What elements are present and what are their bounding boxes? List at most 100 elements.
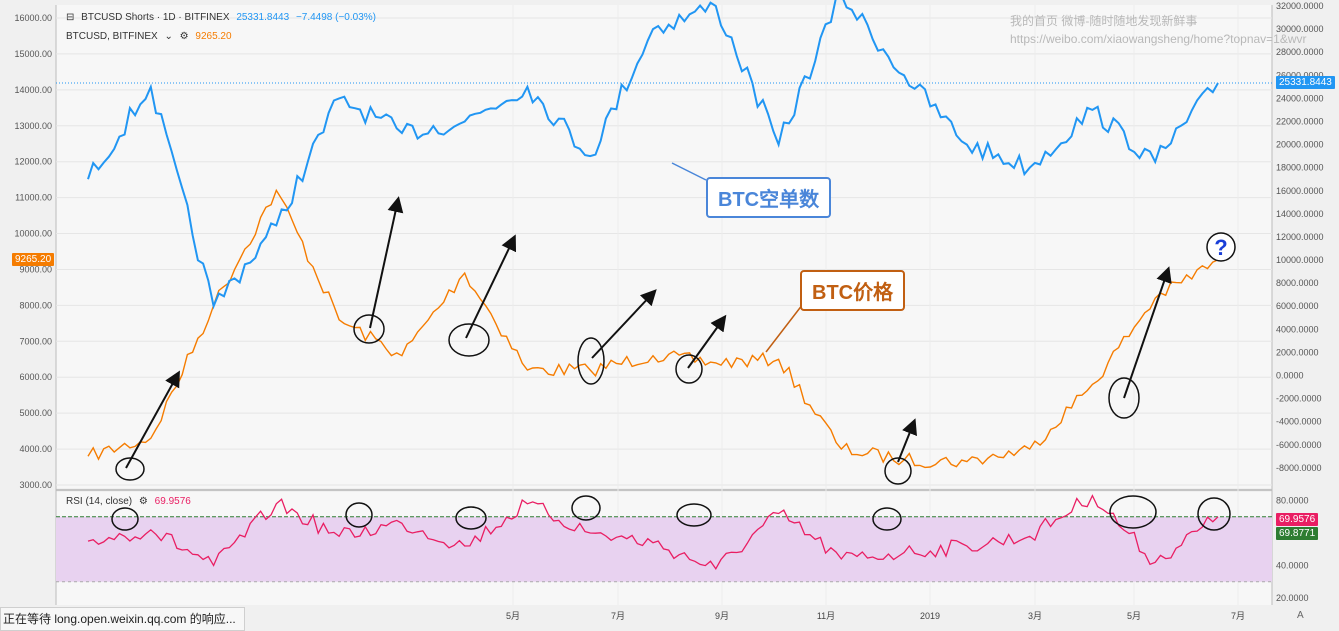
rsi-legend[interactable]: RSI (14, close) ⚙ 69.9576 [66,496,195,507]
left-tick-label: 15000.00 [14,49,52,59]
left-tick-label: 11000.00 [15,193,52,203]
left-tick-label: 4000.00 [19,444,52,454]
right-tick-label: 4000.0000 [1276,324,1319,334]
rsi-annotation-circle [111,507,139,531]
price-series-line [87,188,1219,469]
annotation-circle [884,457,912,485]
left-tick-label: 13000.00 [14,121,52,131]
right-tick-label: 6000.0000 [1276,301,1319,311]
x-tick-label: 7月 [611,611,625,621]
left-tick-label: 3000.00 [19,480,52,490]
right-tick-label: 2000.0000 [1276,347,1319,357]
symbol-title: BTCUSD Shorts · 1D · BITFINEX [81,12,230,23]
right-tick-label: 8000.0000 [1276,278,1319,288]
price-axis-tag: 9265.20 [12,253,55,266]
x-tick-label: 5月 [506,611,520,621]
x-tick-label: 5月 [1127,611,1141,621]
rsi-annotation-circle [571,495,601,521]
price-symbol: BTCUSD, BITFINEX [66,31,158,42]
rsi-title: RSI (14, close) [66,496,133,507]
shorts-value: 25331.8443 [236,12,290,23]
right-tick-label: 30000.0000 [1276,24,1324,34]
shorts-change: −7.4498 (−0.03%) [295,12,376,23]
watermark-url: https://weibo.com/xiaowangsheng/home?top… [1010,32,1307,46]
settings-icon[interactable]: ⚙ [179,31,189,42]
left-tick-label: 7000.00 [19,336,52,346]
rsi-value: 69.9576 [154,496,191,507]
left-tick-label: 12000.00 [14,157,52,167]
browser-watermark: 我的首页 微博-随时随地发现新鲜事 https://weibo.com/xiao… [1010,12,1307,48]
shorts-axis-tag: 25331.8443 [1276,76,1335,89]
price-legend[interactable]: BTCUSD, BITFINEX ⌄ ⚙ 9265.20 [66,31,236,42]
right-tick-label: 12000.0000 [1276,232,1324,242]
left-tick-label: 14000.00 [14,85,52,95]
right-tick-label: 16000.0000 [1276,186,1324,196]
annotation-arrow [897,418,917,463]
x-tick-label: 9月 [715,611,729,621]
price-annotation: BTC价格 [800,270,906,311]
annotation-circle [115,457,145,481]
question-mark: ? [1214,235,1227,260]
rsi-annotation-circle [345,502,373,528]
rsi-annotation-circle [1197,497,1231,531]
right-tick-label: -8000.0000 [1276,463,1322,473]
annotation-arrow [687,314,727,369]
right-tick-label: 18000.0000 [1276,163,1324,173]
rsi-series-line [87,494,1219,571]
right-tick-label: 14000.0000 [1276,209,1324,219]
shorts-series-line [87,0,1219,310]
annotation-circle [353,314,385,344]
rsi-tick-label: 20.0000 [1276,593,1309,603]
right-tick-label: 28000.0000 [1276,47,1324,57]
shorts-annotation: BTC空单数 [706,177,832,218]
right-tick-label: 10000.0000 [1276,255,1324,265]
left-tick-label: 5000.00 [19,408,52,418]
question-circle [1206,232,1236,262]
annotation-arrow [465,234,517,339]
rsi-annotation-circle [455,506,487,530]
browser-status-bar: 正在等待 long.open.weixin.qq.com 的响应... [0,607,245,631]
auto-scale-button[interactable]: A [1297,610,1304,621]
annotation-arrow [1123,266,1172,399]
main-legend[interactable]: ⊟ BTCUSD Shorts · 1D · BITFINEX 25331.84… [66,12,380,23]
right-tick-label: 24000.0000 [1276,93,1324,103]
rsi-ma-axis-tag: 69.8771 [1276,527,1319,540]
price-value: 9265.20 [195,31,232,42]
annotation-circle [448,323,490,357]
price-annotation-connector [765,299,807,353]
right-tick-label: 26000.0000 [1276,70,1324,80]
chevron-down-icon[interactable]: ⌄ [164,31,173,42]
x-tick-label: 3月 [1028,611,1042,621]
right-tick-label: 22000.0000 [1276,116,1324,126]
annotation-circle [675,354,703,384]
annotation-circle [577,337,605,385]
left-tick-label: 10000.00 [14,229,52,239]
rsi-annotation-circle [872,507,902,531]
rsi-tick-label: 40.0000 [1276,561,1309,571]
x-tick-label: 11月 [817,611,835,621]
left-tick-label: 6000.00 [19,372,52,382]
rsi-axis-tag: 69.9576 [1276,513,1319,526]
x-tick-label: 2019 [920,611,940,621]
right-tick-label: 20000.0000 [1276,140,1324,150]
left-tick-label: 9000.00 [19,264,52,274]
shorts-annotation-connector [671,162,707,181]
right-tick-label: 32000.0000 [1276,1,1324,11]
rsi-tick-label: 80.0000 [1276,496,1309,506]
watermark-title: 我的首页 微博-随时随地发现新鲜事 [1010,14,1198,28]
right-tick-label: -6000.0000 [1276,440,1322,450]
main-pane [56,5,1272,488]
left-tick-label: 16000.00 [14,13,52,23]
x-tick-label: 7月 [1231,611,1245,621]
settings-icon[interactable]: ⚙ [138,496,148,507]
left-tick-label: 8000.00 [19,300,52,310]
right-tick-label: -4000.0000 [1276,417,1322,427]
annotation-circle [1108,377,1140,419]
annotation-arrow [369,196,404,329]
collapse-icon[interactable]: ⊟ [66,12,75,23]
right-tick-label: -2000.0000 [1276,394,1322,404]
rsi-annotation-circle [1109,495,1157,529]
annotation-arrow [125,370,180,469]
